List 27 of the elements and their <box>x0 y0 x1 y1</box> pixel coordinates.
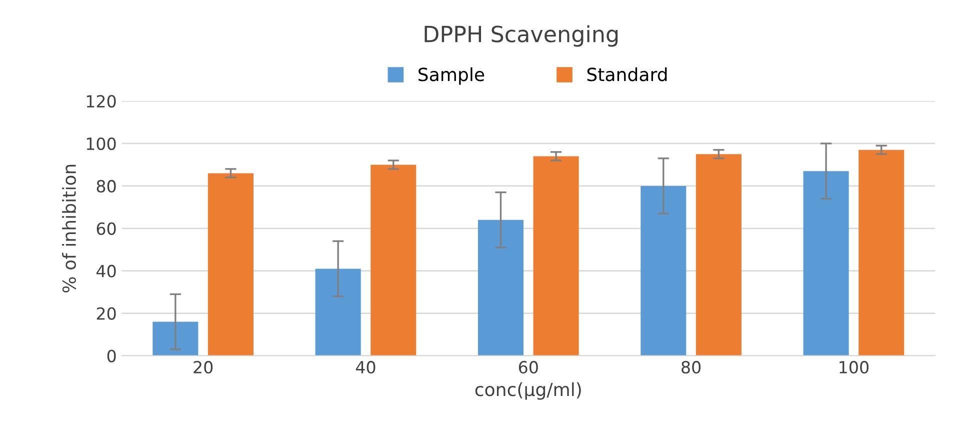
y-tick-label: 80 <box>96 180 116 193</box>
y-tick-label: 60 <box>96 222 116 235</box>
bar <box>208 173 254 356</box>
bar <box>858 150 904 356</box>
bar <box>370 164 416 356</box>
x-tick-label: 80 <box>682 360 701 374</box>
bar <box>533 156 579 356</box>
y-axis-title: % of inhibition <box>62 164 76 292</box>
bar <box>478 220 524 356</box>
x-tick-label: 100 <box>840 360 869 374</box>
bar <box>696 154 742 356</box>
bar <box>315 268 361 356</box>
y-tick-label: 100 <box>86 137 116 150</box>
legend-label: Standard <box>587 67 667 82</box>
y-tick-label: 0 <box>107 350 116 362</box>
legend-label: Sample <box>418 67 484 85</box>
x-tick-label: 20 <box>194 360 213 374</box>
bar <box>803 171 849 356</box>
x-axis-title: conc(µg/ml) <box>475 382 581 400</box>
y-tick-label: 20 <box>96 307 116 320</box>
y-tick-label: 40 <box>96 264 116 278</box>
y-tick-label: 120 <box>86 95 116 108</box>
bar <box>152 322 198 356</box>
x-tick-label: 60 <box>518 360 538 374</box>
bar <box>640 186 686 356</box>
x-tick-label: 40 <box>356 360 376 374</box>
chart-title: DPPH Scavenging <box>424 25 618 47</box>
